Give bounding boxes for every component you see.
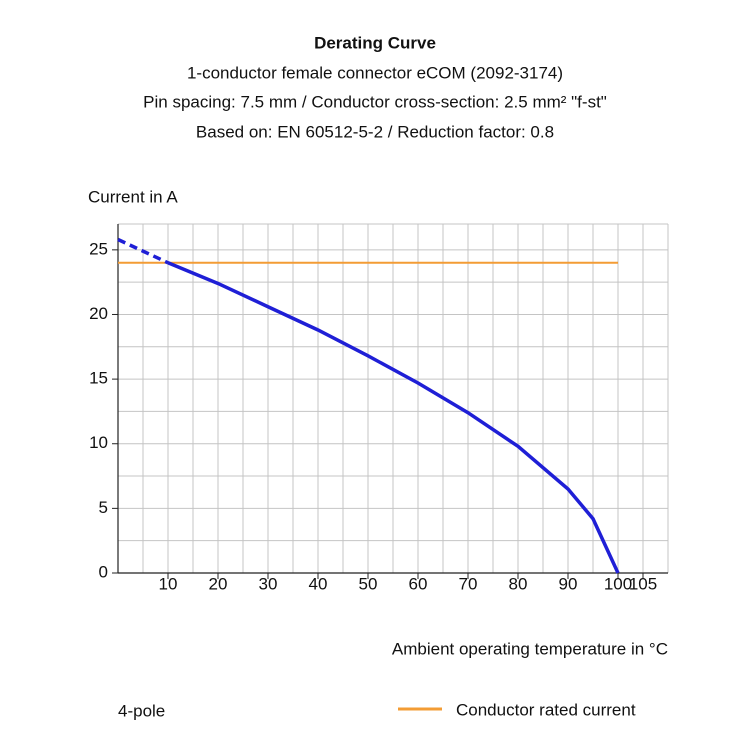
legend-label: Conductor rated current (456, 700, 636, 719)
chart-title: Derating Curve (314, 33, 436, 52)
x-tick-label: 100 (604, 574, 632, 593)
series-line (167, 261, 620, 574)
x-tick-label: 50 (359, 574, 378, 593)
x-tick-label: 70 (459, 574, 478, 593)
series-line (117, 237, 169, 265)
subtitle: 1-conductor female connector eCOM (2092-… (187, 63, 563, 82)
x-tick-label: 60 (409, 574, 428, 593)
x-tick-label: 10 (159, 574, 178, 593)
subtitle: Pin spacing: 7.5 mm / Conductor cross-se… (143, 92, 607, 111)
x-tick-label: 105 (629, 574, 657, 593)
x-tick-label: 30 (259, 574, 278, 593)
y-tick-label: 5 (99, 498, 108, 517)
x-tick-label: 20 (209, 574, 228, 593)
y-tick-label: 20 (89, 304, 108, 323)
subtitle: Based on: EN 60512-5-2 / Reduction facto… (196, 122, 554, 141)
x-tick-label: 90 (559, 574, 578, 593)
x-axis-label: Ambient operating temperature in °C (392, 639, 668, 658)
y-tick-label: 15 (89, 369, 108, 388)
y-tick-label: 0 (99, 562, 108, 581)
y-tick-label: 10 (89, 433, 108, 452)
y-tick-label: 25 (89, 239, 108, 258)
y-axis-label: Current in A (88, 187, 178, 206)
legend-label: 4-pole (118, 701, 165, 720)
x-tick-label: 80 (509, 574, 528, 593)
x-tick-label: 40 (309, 574, 328, 593)
